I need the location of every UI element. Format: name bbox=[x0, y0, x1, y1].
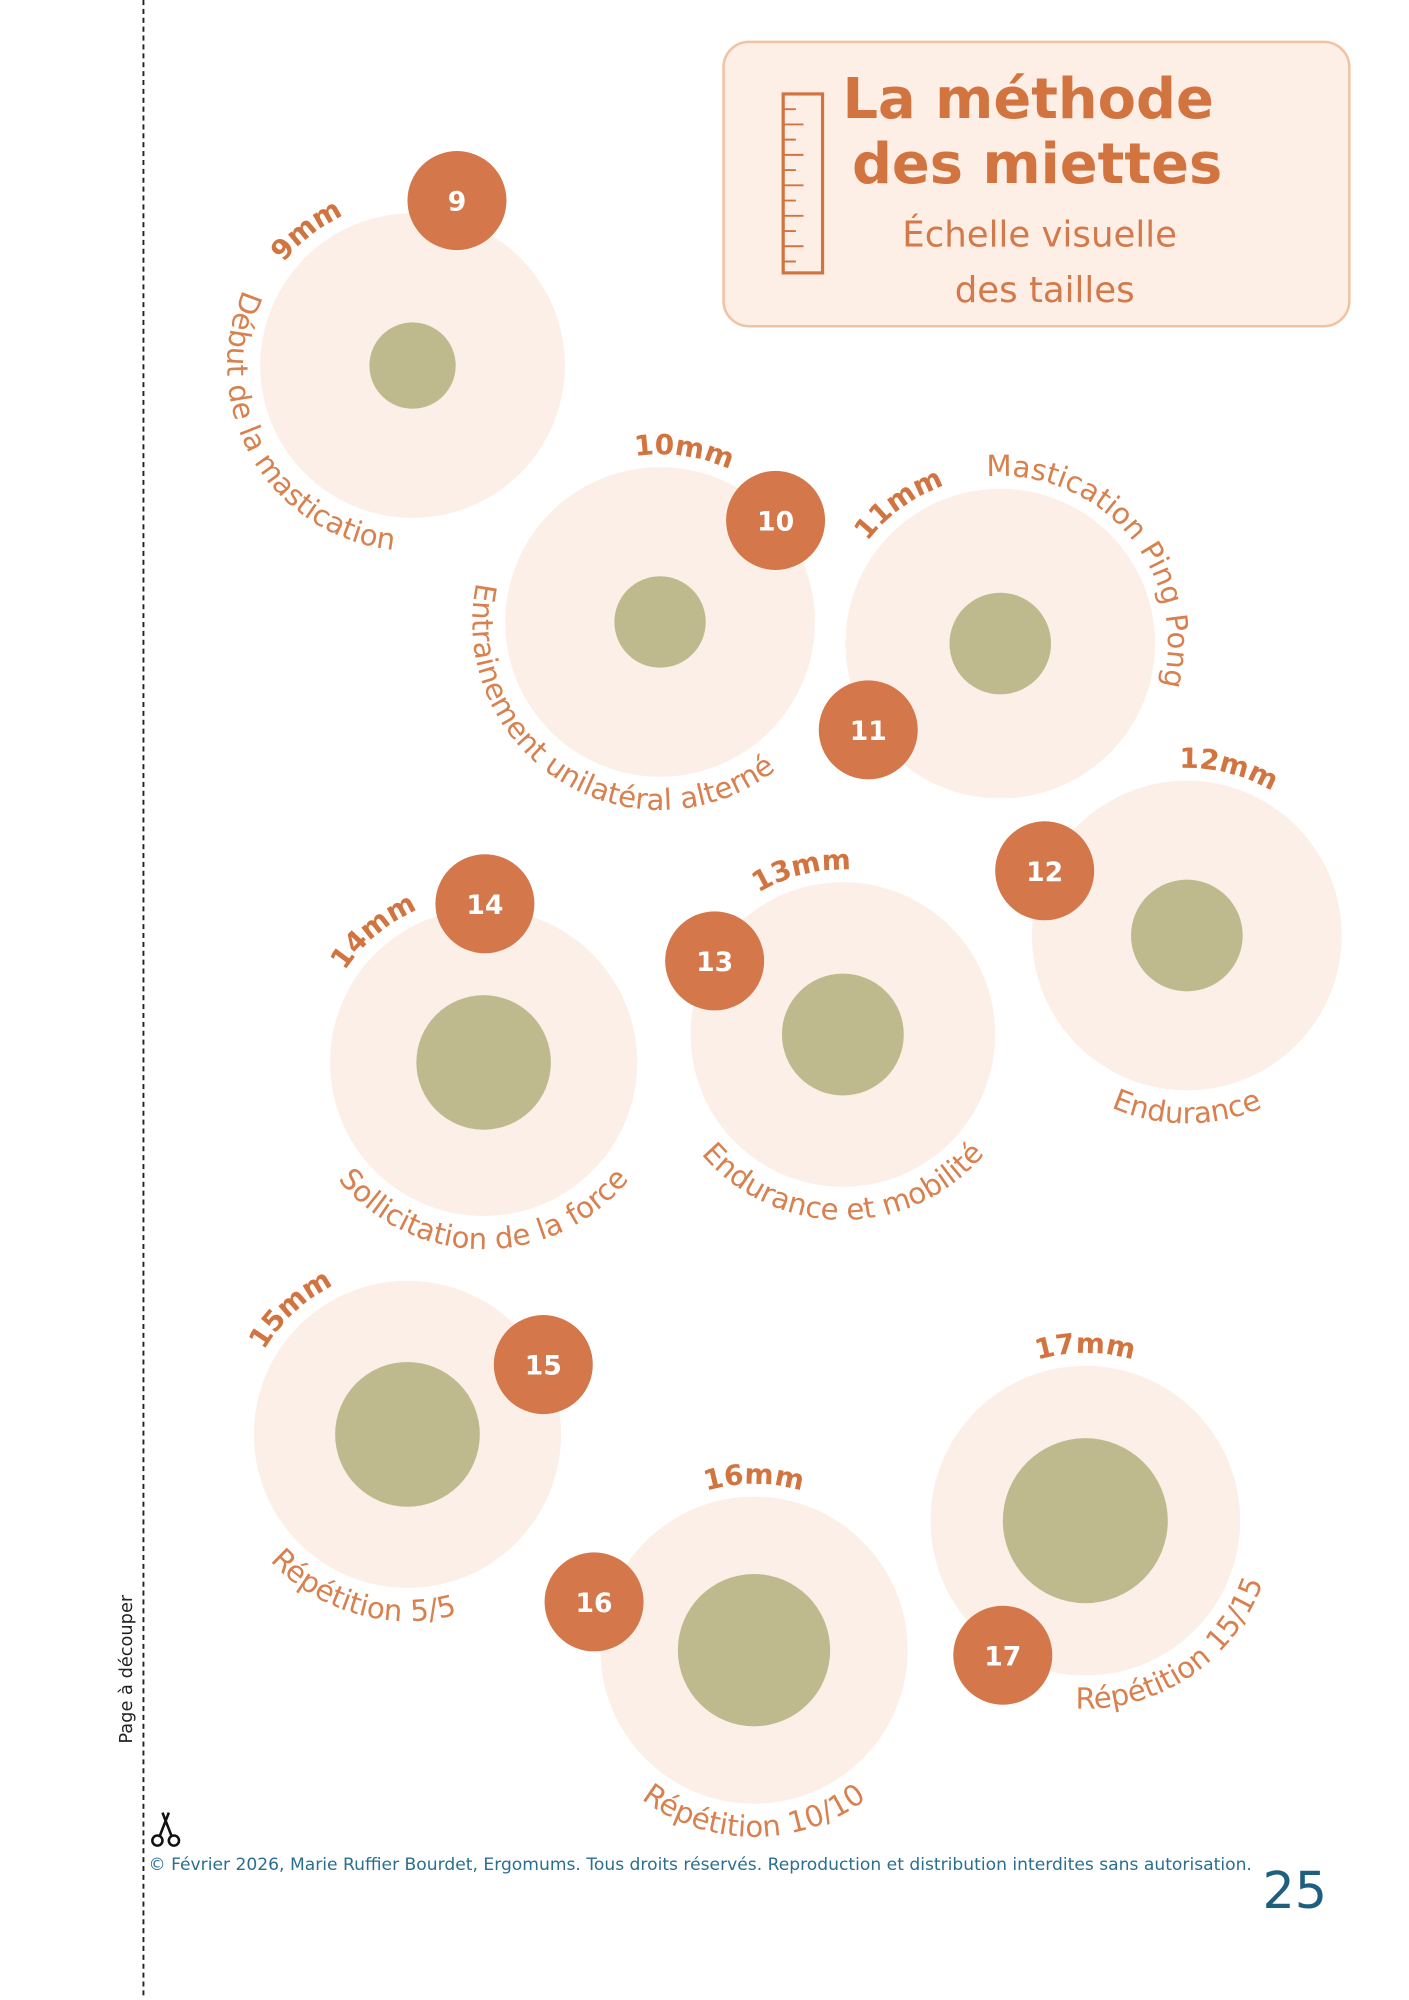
crumb bbox=[1131, 879, 1243, 992]
title-line: des miettes bbox=[852, 132, 1222, 197]
subtitle-line: des tailles bbox=[955, 270, 1135, 311]
side-label: Page à découper bbox=[117, 1594, 137, 1744]
badge bbox=[544, 1552, 644, 1652]
size-label: 16mm bbox=[700, 1458, 807, 1498]
badge bbox=[726, 470, 826, 570]
size-label-path: 16mm bbox=[700, 1458, 807, 1498]
badge-number: 10 bbox=[757, 507, 794, 538]
crumb bbox=[949, 592, 1052, 695]
crumb bbox=[614, 576, 706, 668]
crumb bbox=[781, 973, 904, 1096]
crumb bbox=[1002, 1438, 1168, 1604]
badge-number: 14 bbox=[466, 890, 503, 921]
crumb bbox=[369, 322, 456, 409]
title-line: La méthode bbox=[842, 67, 1213, 132]
scissors-icon bbox=[151, 1812, 181, 1847]
size-label: 17mm bbox=[1031, 1327, 1138, 1367]
crumb bbox=[416, 995, 551, 1130]
subtitle-line: Échelle visuelle bbox=[902, 213, 1177, 255]
badge bbox=[435, 854, 535, 954]
footer: © Février 2026, Marie Ruffier Bourdet, E… bbox=[149, 1855, 1252, 1875]
size-label-path: 17mm bbox=[1031, 1327, 1138, 1367]
badge bbox=[407, 151, 507, 251]
badge bbox=[953, 1605, 1053, 1705]
title-box bbox=[722, 40, 1351, 328]
badge-number: 12 bbox=[1026, 857, 1063, 888]
badge-number: 15 bbox=[525, 1351, 562, 1382]
ruler-icon bbox=[781, 92, 825, 275]
badge-number: 17 bbox=[984, 1641, 1021, 1672]
badge bbox=[665, 911, 765, 1011]
badge-number: 11 bbox=[850, 716, 887, 747]
badge bbox=[995, 821, 1095, 921]
badge bbox=[818, 680, 918, 780]
badge-number: 16 bbox=[576, 1588, 613, 1619]
badge bbox=[493, 1315, 593, 1415]
page-number: 25 bbox=[1262, 1861, 1327, 1920]
crumb bbox=[677, 1574, 831, 1727]
badge-number: 13 bbox=[696, 947, 733, 978]
crumb bbox=[335, 1362, 480, 1507]
badge-number: 9 bbox=[448, 187, 467, 218]
